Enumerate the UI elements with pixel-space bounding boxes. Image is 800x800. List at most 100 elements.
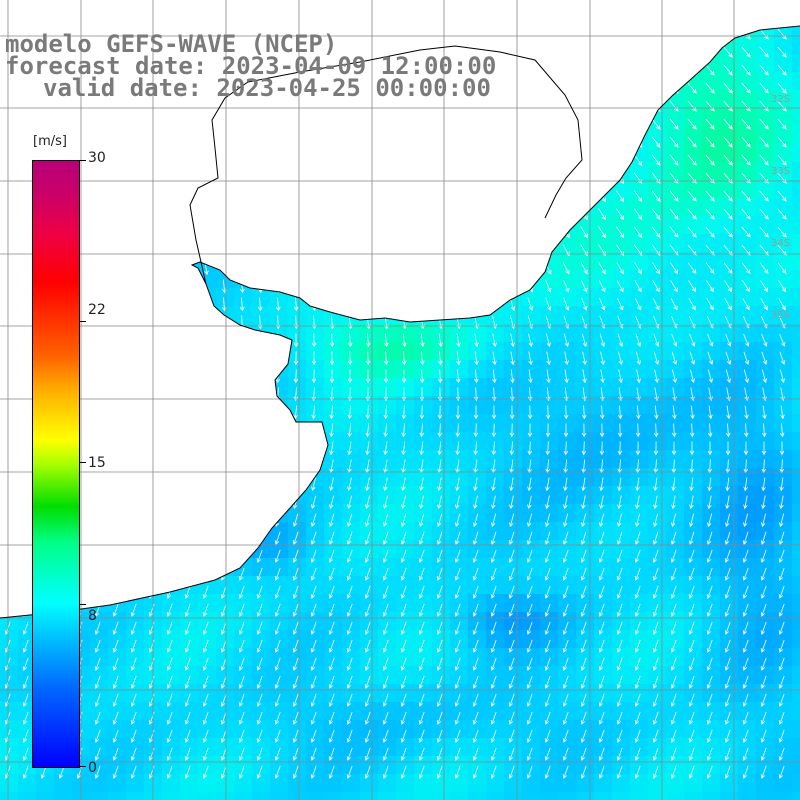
wind-arrow: [346, 639, 353, 653]
wind-arrow: [347, 441, 352, 456]
wind-speed-cell: [126, 738, 145, 757]
wind-arrow: [256, 747, 263, 761]
wind-speed-cell: [468, 522, 487, 541]
wind-speed-cell: [666, 594, 685, 613]
wind-arrow: [437, 495, 442, 510]
wind-speed-cell: [702, 126, 721, 145]
wind-speed-cell: [324, 522, 343, 541]
wind-arrow: [617, 423, 623, 438]
wind-speed-cell: [414, 720, 433, 739]
wind-arrow: [563, 423, 569, 438]
wind-speed-cell: [468, 648, 487, 667]
wind-speed-cell: [252, 288, 271, 307]
wind-arrow: [635, 333, 642, 347]
wind-arrow: [688, 765, 695, 779]
wind-arrow: [616, 711, 623, 725]
wind-arrow: [563, 477, 568, 492]
wind-arrow: [400, 567, 407, 581]
wind-arrow: [723, 190, 733, 202]
wind-speed-cell: [594, 198, 613, 217]
wind-speed-cell: [774, 756, 793, 775]
wind-arrow: [669, 208, 679, 220]
wind-arrow: [617, 459, 623, 474]
wind-arrow: [382, 567, 389, 581]
wind-speed-cell: [0, 666, 19, 685]
wind-speed-cell: [306, 324, 325, 343]
wind-arrow: [654, 387, 659, 402]
wind-speed-cell: [666, 450, 685, 469]
wind-speed-cell: [342, 468, 361, 487]
wind-speed-cell: [666, 270, 685, 289]
wind-speed-cell: [378, 648, 397, 667]
wind-speed-cell: [504, 756, 523, 775]
wind-speed-cell: [18, 756, 37, 775]
wind-arrow: [544, 621, 551, 635]
wind-arrow: [474, 333, 479, 348]
wind-arrow: [725, 513, 730, 528]
wind-arrow: [671, 423, 677, 438]
wind-speed-cell: [396, 468, 415, 487]
wind-speed-cell: [594, 252, 613, 271]
wind-speed-cell: [0, 648, 19, 667]
wind-arrow: [723, 82, 733, 94]
wind-speed-cell: [540, 774, 559, 793]
wind-speed-cell: [396, 414, 415, 433]
wind-speed-cell: [756, 648, 775, 667]
wind-speed-cell: [504, 612, 523, 631]
wind-arrow: [436, 531, 443, 545]
wind-speed-cell: [774, 684, 793, 703]
wind-arrow: [365, 495, 370, 510]
wind-arrow: [329, 477, 334, 492]
wind-speed-cell: [792, 522, 800, 541]
wind-speed-cell: [288, 684, 307, 703]
wind-speed-cell: [666, 630, 685, 649]
wind-speed-cell: [702, 144, 721, 163]
wind-arrow: [582, 387, 587, 402]
wind-arrow: [634, 297, 642, 311]
wind-arrow: [633, 154, 643, 166]
wind-speed-cell: [756, 108, 775, 127]
wind-speed-cell: [666, 414, 685, 433]
wind-speed-cell: [648, 792, 667, 800]
wind-arrow: [166, 711, 173, 725]
wind-speed-cell: [468, 666, 487, 685]
wind-speed-cell: [648, 540, 667, 559]
wind-arrow: [599, 459, 604, 474]
wind-arrow: [438, 351, 443, 366]
wind-speed-cell: [180, 630, 199, 649]
wind-speed-cell: [702, 558, 721, 577]
wind-speed-cell: [450, 666, 469, 685]
wind-arrow: [420, 351, 425, 366]
wind-arrow: [670, 675, 677, 689]
wind-speed-cell: [252, 720, 271, 739]
wind-arrow: [670, 621, 677, 635]
wind-speed-cell: [648, 504, 667, 523]
wind-speed-cell: [414, 504, 433, 523]
wind-speed-cell: [540, 504, 559, 523]
wind-speed-cell: [630, 252, 649, 271]
wind-speed-cell: [576, 450, 595, 469]
wind-arrow: [383, 369, 389, 384]
wind-arrow: [328, 765, 335, 779]
wind-speed-cell: [738, 108, 757, 127]
wind-speed-cell: [450, 738, 469, 757]
wind-speed-cell: [216, 738, 235, 757]
wind-arrow: [563, 279, 570, 293]
wind-arrow: [761, 513, 766, 528]
wind-speed-cell: [594, 558, 613, 577]
wind-speed-cell: [486, 756, 505, 775]
wind-speed-cell: [216, 702, 235, 721]
wind-arrow: [328, 513, 335, 527]
wind-arrow: [400, 513, 407, 527]
wind-arrow: [598, 280, 606, 293]
wind-speed-cell: [432, 486, 451, 505]
wind-speed-cell: [378, 360, 397, 379]
wind-speed-cell: [360, 504, 379, 523]
wind-speed-cell: [756, 180, 775, 199]
wind-arrow: [130, 711, 137, 725]
wind-speed-cell: [126, 720, 145, 739]
wind-arrow: [472, 729, 479, 743]
wind-speed-cell: [648, 666, 667, 685]
wind-arrow: [528, 333, 533, 348]
wind-arrow: [562, 765, 569, 779]
